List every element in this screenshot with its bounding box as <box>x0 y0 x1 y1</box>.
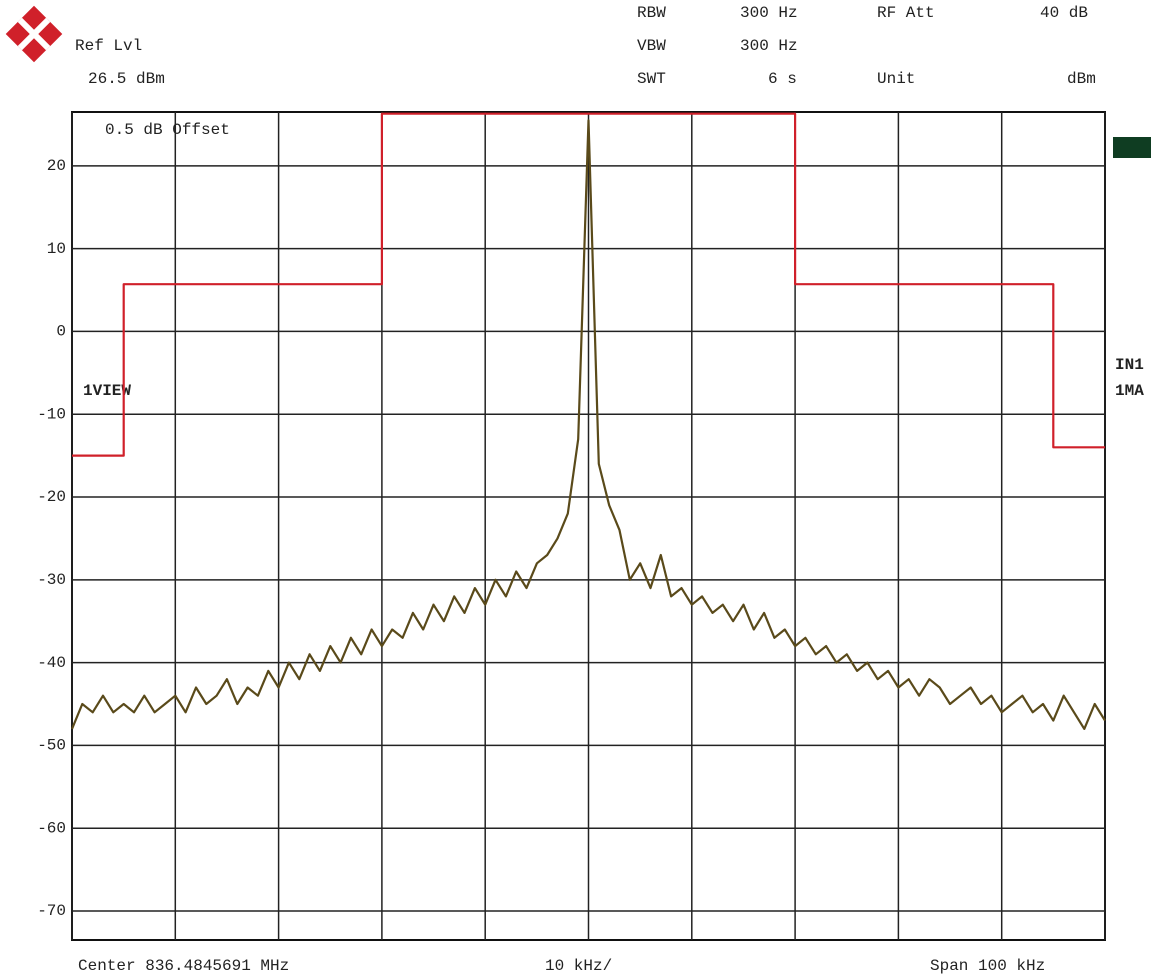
annotation: Span 100 kHz <box>930 957 1045 975</box>
annotation: RF Att <box>877 4 935 22</box>
annotation: dBm <box>1067 70 1096 88</box>
annotation: RBW <box>637 4 666 22</box>
annotation: 26.5 dBm <box>88 70 165 88</box>
logo-bar <box>17 17 51 51</box>
y-tick-label: 10 <box>47 240 66 258</box>
trace <box>70 119 1106 730</box>
annotation: 40 dB <box>1040 4 1088 22</box>
annotation: Center 836.4845691 MHz <box>78 957 289 975</box>
y-tick-label: -20 <box>37 488 66 506</box>
annotation: 10 kHz/ <box>545 957 612 975</box>
annotation: 6 s <box>768 70 797 88</box>
trace <box>72 112 1105 457</box>
annotation: 1VIEW <box>83 382 131 400</box>
y-tick-label: 0 <box>56 323 66 341</box>
annotation: 1MA <box>1115 382 1144 400</box>
y-tick-label: -40 <box>37 654 66 672</box>
annotation: Ref Lvl <box>75 37 142 55</box>
annotation: 300 Hz <box>740 37 798 55</box>
annotation: 300 Hz <box>740 4 798 22</box>
y-tick-label: -10 <box>37 405 66 423</box>
y-tick-label: -30 <box>37 571 66 589</box>
y-tick-label: -60 <box>37 819 66 837</box>
y-tick-label: 20 <box>47 157 66 175</box>
annotation: SWT <box>637 70 666 88</box>
annotation: IN1 <box>1115 356 1144 374</box>
annotation: VBW <box>637 37 666 55</box>
marker-box <box>1113 137 1151 158</box>
logo <box>5 5 63 63</box>
annotation: 0.5 dB Offset <box>105 121 230 139</box>
y-tick-label: -70 <box>37 902 66 920</box>
y-tick-label: -50 <box>37 737 66 755</box>
annotation: Unit <box>877 70 915 88</box>
